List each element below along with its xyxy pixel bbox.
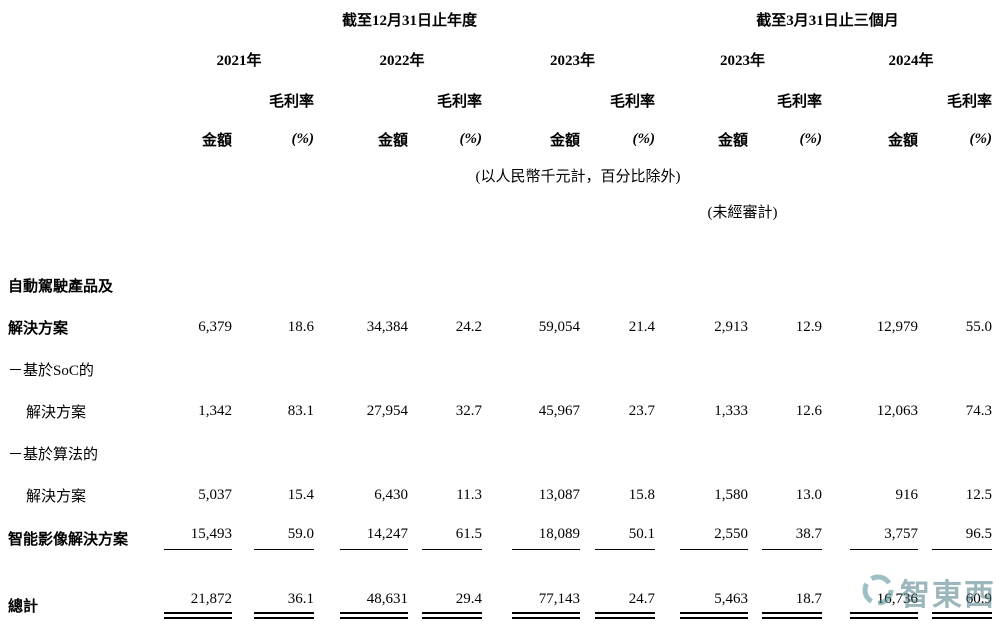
year-header-2023q1: 2023年 [720,52,766,69]
margin-rate-header: 毛利率 [777,93,823,110]
percent-header: (%) [291,130,315,147]
row-label-total: 總計 [8,598,39,615]
amount-cell: 77,143 [486,580,584,630]
amount-cell: 18,089 [486,516,584,560]
amount-cell: 45,967 [538,402,580,419]
margin-cell: 36.1 [236,580,318,630]
margin-cell: 15.4 [287,486,314,503]
margin-cell: 12.9 [795,318,823,335]
margin-cell: 21.4 [628,318,656,335]
table-row: 解決方案 5,037 15.4 6,430 11.3 13,087 15.8 1… [0,474,996,516]
year-header-2022: 2022年 [379,52,425,69]
amount-cell: 14,247 [318,516,412,560]
margin-cell: 12.6 [795,402,823,419]
row-label-soc-based-line1: －基於SoC的 [8,362,94,379]
margin-cell: 24.7 [584,580,659,630]
double-rule [340,612,408,619]
double-rule [680,612,749,619]
amount-cell: 34,384 [366,318,408,335]
amount-cell: 5,463 [659,580,752,630]
margin-cell: 18.6 [287,318,314,335]
row-label-algorithm-based-line2: 解決方案 [26,488,87,505]
double-rule [254,612,314,619]
margin-cell: 50.1 [584,516,659,560]
amount-header: 金額 [201,132,232,149]
period-header-quarter: 截至3月31日止三個月 [756,12,899,29]
double-rule [512,612,580,619]
row-label-soc-based-line2: 解決方案 [26,404,87,421]
percent-header: (%) [459,130,483,147]
margin-cell: 24.2 [455,318,482,335]
percent-header: (%) [799,130,823,147]
margin-cell: 74.3 [965,402,993,419]
amount-cell: 2,913 [714,318,749,335]
row-label-algorithm-based-line1: －基於算法的 [8,446,99,463]
table-row: 智能影像解決方案 15,493 59.0 14,247 61.5 18,089 … [0,516,996,560]
double-rule [595,612,656,619]
table-row: 解決方案 1,342 83.1 27,954 32.7 45,967 23.7 … [0,390,996,432]
amount-header: 金額 [377,132,408,149]
percent-header: (%) [632,130,656,147]
period-header-annual: 截至12月31日止年度 [342,12,478,29]
amount-cell: 1,333 [714,402,749,419]
margin-cell: 12.5 [965,486,993,503]
amount-cell: 3,757 [826,516,922,560]
percent-header: (%) [969,130,993,147]
margin-rate-header: 毛利率 [610,93,656,110]
amount-cell: 1,580 [714,486,749,503]
table-row: 解決方案 6,379 18.6 34,384 24.2 59,054 21.4 … [0,306,996,348]
margin-cell: 18.7 [752,580,826,630]
amount-cell: 12,979 [876,318,919,335]
margin-cell: 13.0 [795,486,823,503]
amount-cell: 59,054 [538,318,580,335]
amount-cell: 27,954 [366,402,408,419]
margin-cell: 59.0 [236,516,318,560]
amount-cell: 1,342 [198,402,232,419]
total-row: 總計 21,872 36.1 48,631 29.4 77,143 24.7 5… [0,580,996,630]
double-rule [422,612,482,619]
double-rule [850,612,919,619]
unaudited-note: (未經審計) [707,204,778,221]
amount-cell: 13,087 [538,486,580,503]
amount-header: 金額 [888,132,919,149]
margin-rate-header: 毛利率 [947,93,993,110]
amount-cell: 2,550 [659,516,752,560]
amount-header: 金額 [549,132,580,149]
amount-cell: 16,736 [826,580,922,630]
year-header-2023: 2023年 [550,52,596,69]
amount-cell: 15,493 [160,516,236,560]
amount-cell: 916 [895,486,919,503]
margin-cell: 11.3 [456,486,482,503]
year-header-2024q1: 2024年 [888,52,934,69]
double-rule [762,612,823,619]
amount-cell: 6,379 [198,318,232,335]
row-label-smart-imaging: 智能影像解決方案 [8,531,129,548]
margin-cell: 96.5 [922,516,996,560]
amount-cell: 48,631 [318,580,412,630]
margin-cell: 23.7 [628,402,656,419]
margin-rate-header: 毛利率 [268,93,314,110]
margin-cell: 32.7 [455,402,482,419]
margin-cell: 55.0 [965,318,993,335]
amount-header: 金額 [718,132,749,149]
margin-cell: 29.4 [412,580,486,630]
double-rule [164,612,232,619]
year-header-2021: 2021年 [216,52,262,69]
margin-cell: 60.9 [922,580,996,630]
currency-note: (以人民幣千元計，百分比除外) [475,168,681,185]
amount-cell: 5,037 [198,486,232,503]
margin-rate-header: 毛利率 [436,93,482,110]
amount-cell: 12,063 [876,402,919,419]
amount-cell: 21,872 [160,580,236,630]
margin-cell: 83.1 [287,402,314,419]
row-label-autonomous-driving-line1: 自動駕駛產品及 [8,278,114,295]
amount-cell: 6,430 [374,486,408,503]
row-label-autonomous-driving-line2: 解決方案 [8,320,69,337]
margin-cell: 61.5 [412,516,486,560]
double-rule [932,612,993,619]
margin-cell: 15.8 [628,486,656,503]
margin-cell: 38.7 [752,516,826,560]
